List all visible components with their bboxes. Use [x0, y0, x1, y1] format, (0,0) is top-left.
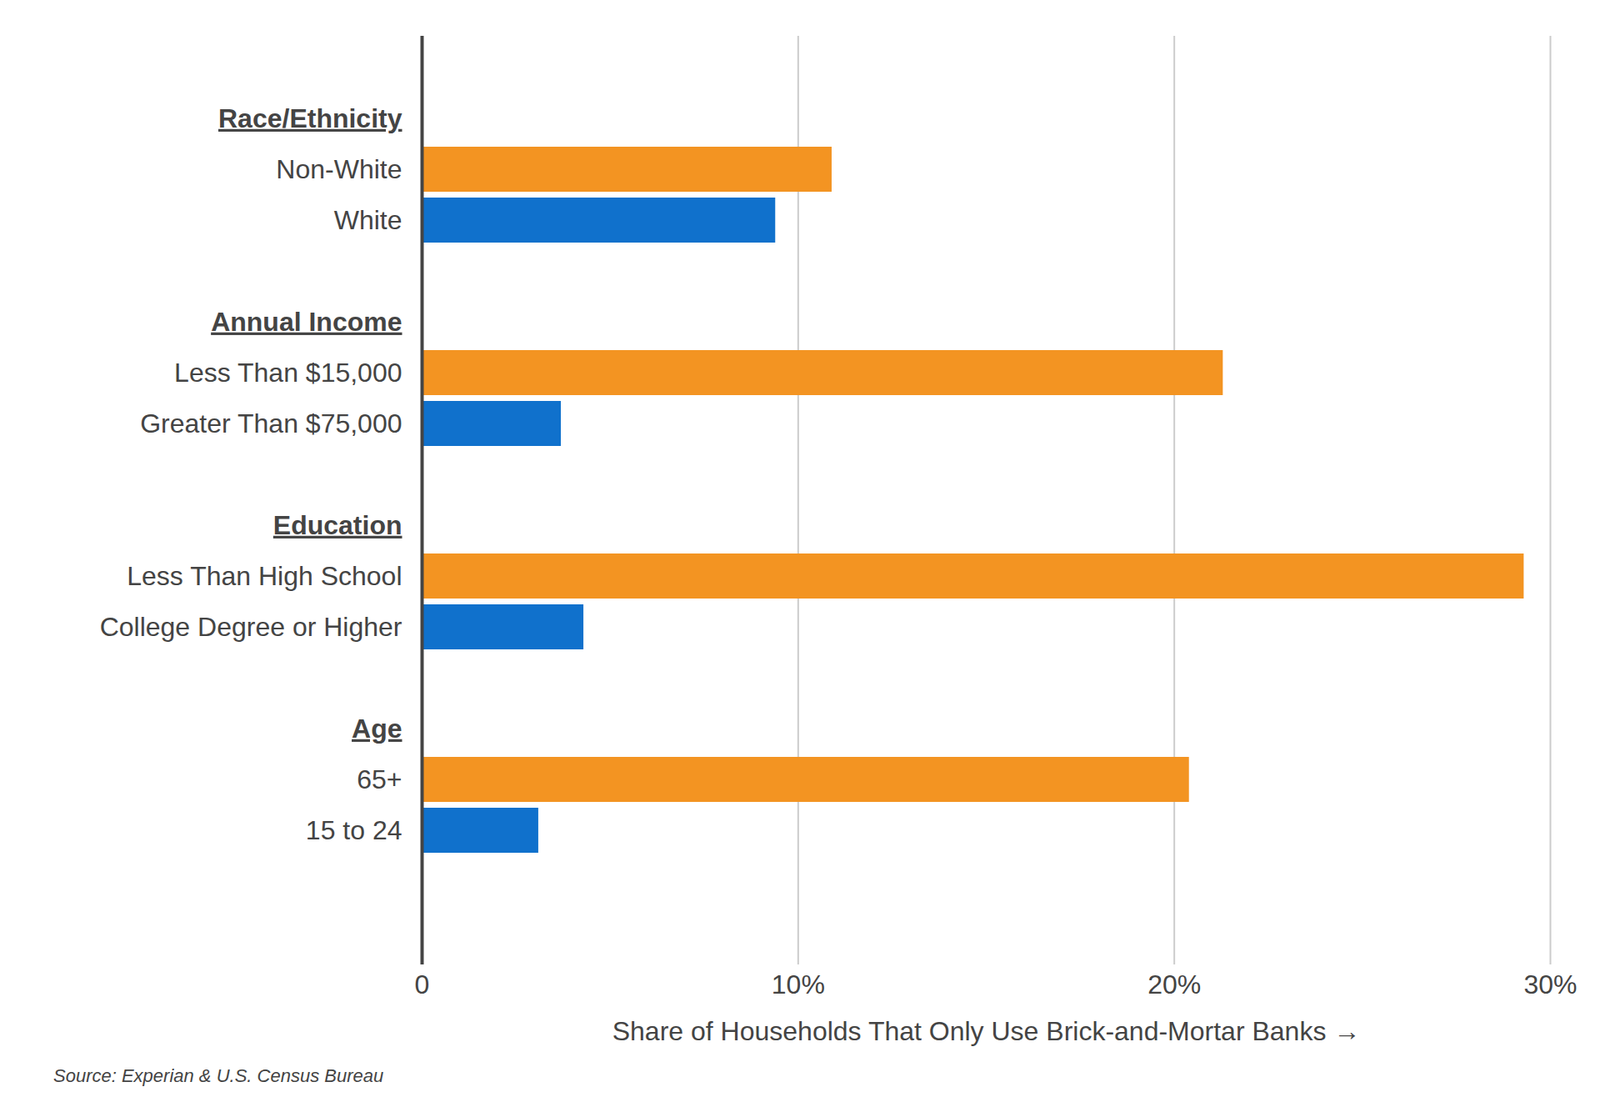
svg-text:10%: 10%: [771, 969, 825, 1000]
svg-text:Age: Age: [351, 713, 402, 744]
svg-text:0: 0: [415, 969, 430, 1000]
svg-text:65+: 65+: [356, 764, 402, 795]
svg-text:Greater Than $75,000: Greater Than $75,000: [140, 408, 402, 439]
svg-text:Less Than High School: Less Than High School: [126, 560, 402, 591]
svg-text:15 to 24: 15 to 24: [305, 815, 403, 845]
html-text:Source: Experian & U.S. Census: Source: Experian & U.S. Census Bureau: [53, 1065, 384, 1086]
svg-text:Race/Ethnicity: Race/Ethnicity: [218, 103, 403, 134]
svg-text:30%: 30%: [1523, 969, 1577, 1000]
svg-text:Annual Income: Annual Income: [210, 306, 402, 337]
svg-text:Less Than $15,000: Less Than $15,000: [174, 357, 402, 388]
svg-text:Education: Education: [273, 510, 403, 540]
svg-text:Share of Households That Only: Share of Households That Only Use Brick-…: [612, 1015, 1361, 1046]
svg-text:College Degree or Higher: College Degree or Higher: [100, 611, 403, 642]
svg-text:20%: 20%: [1147, 969, 1201, 1000]
svg-text:Non-White: Non-White: [275, 154, 402, 185]
svg-text:White: White: [334, 205, 403, 235]
